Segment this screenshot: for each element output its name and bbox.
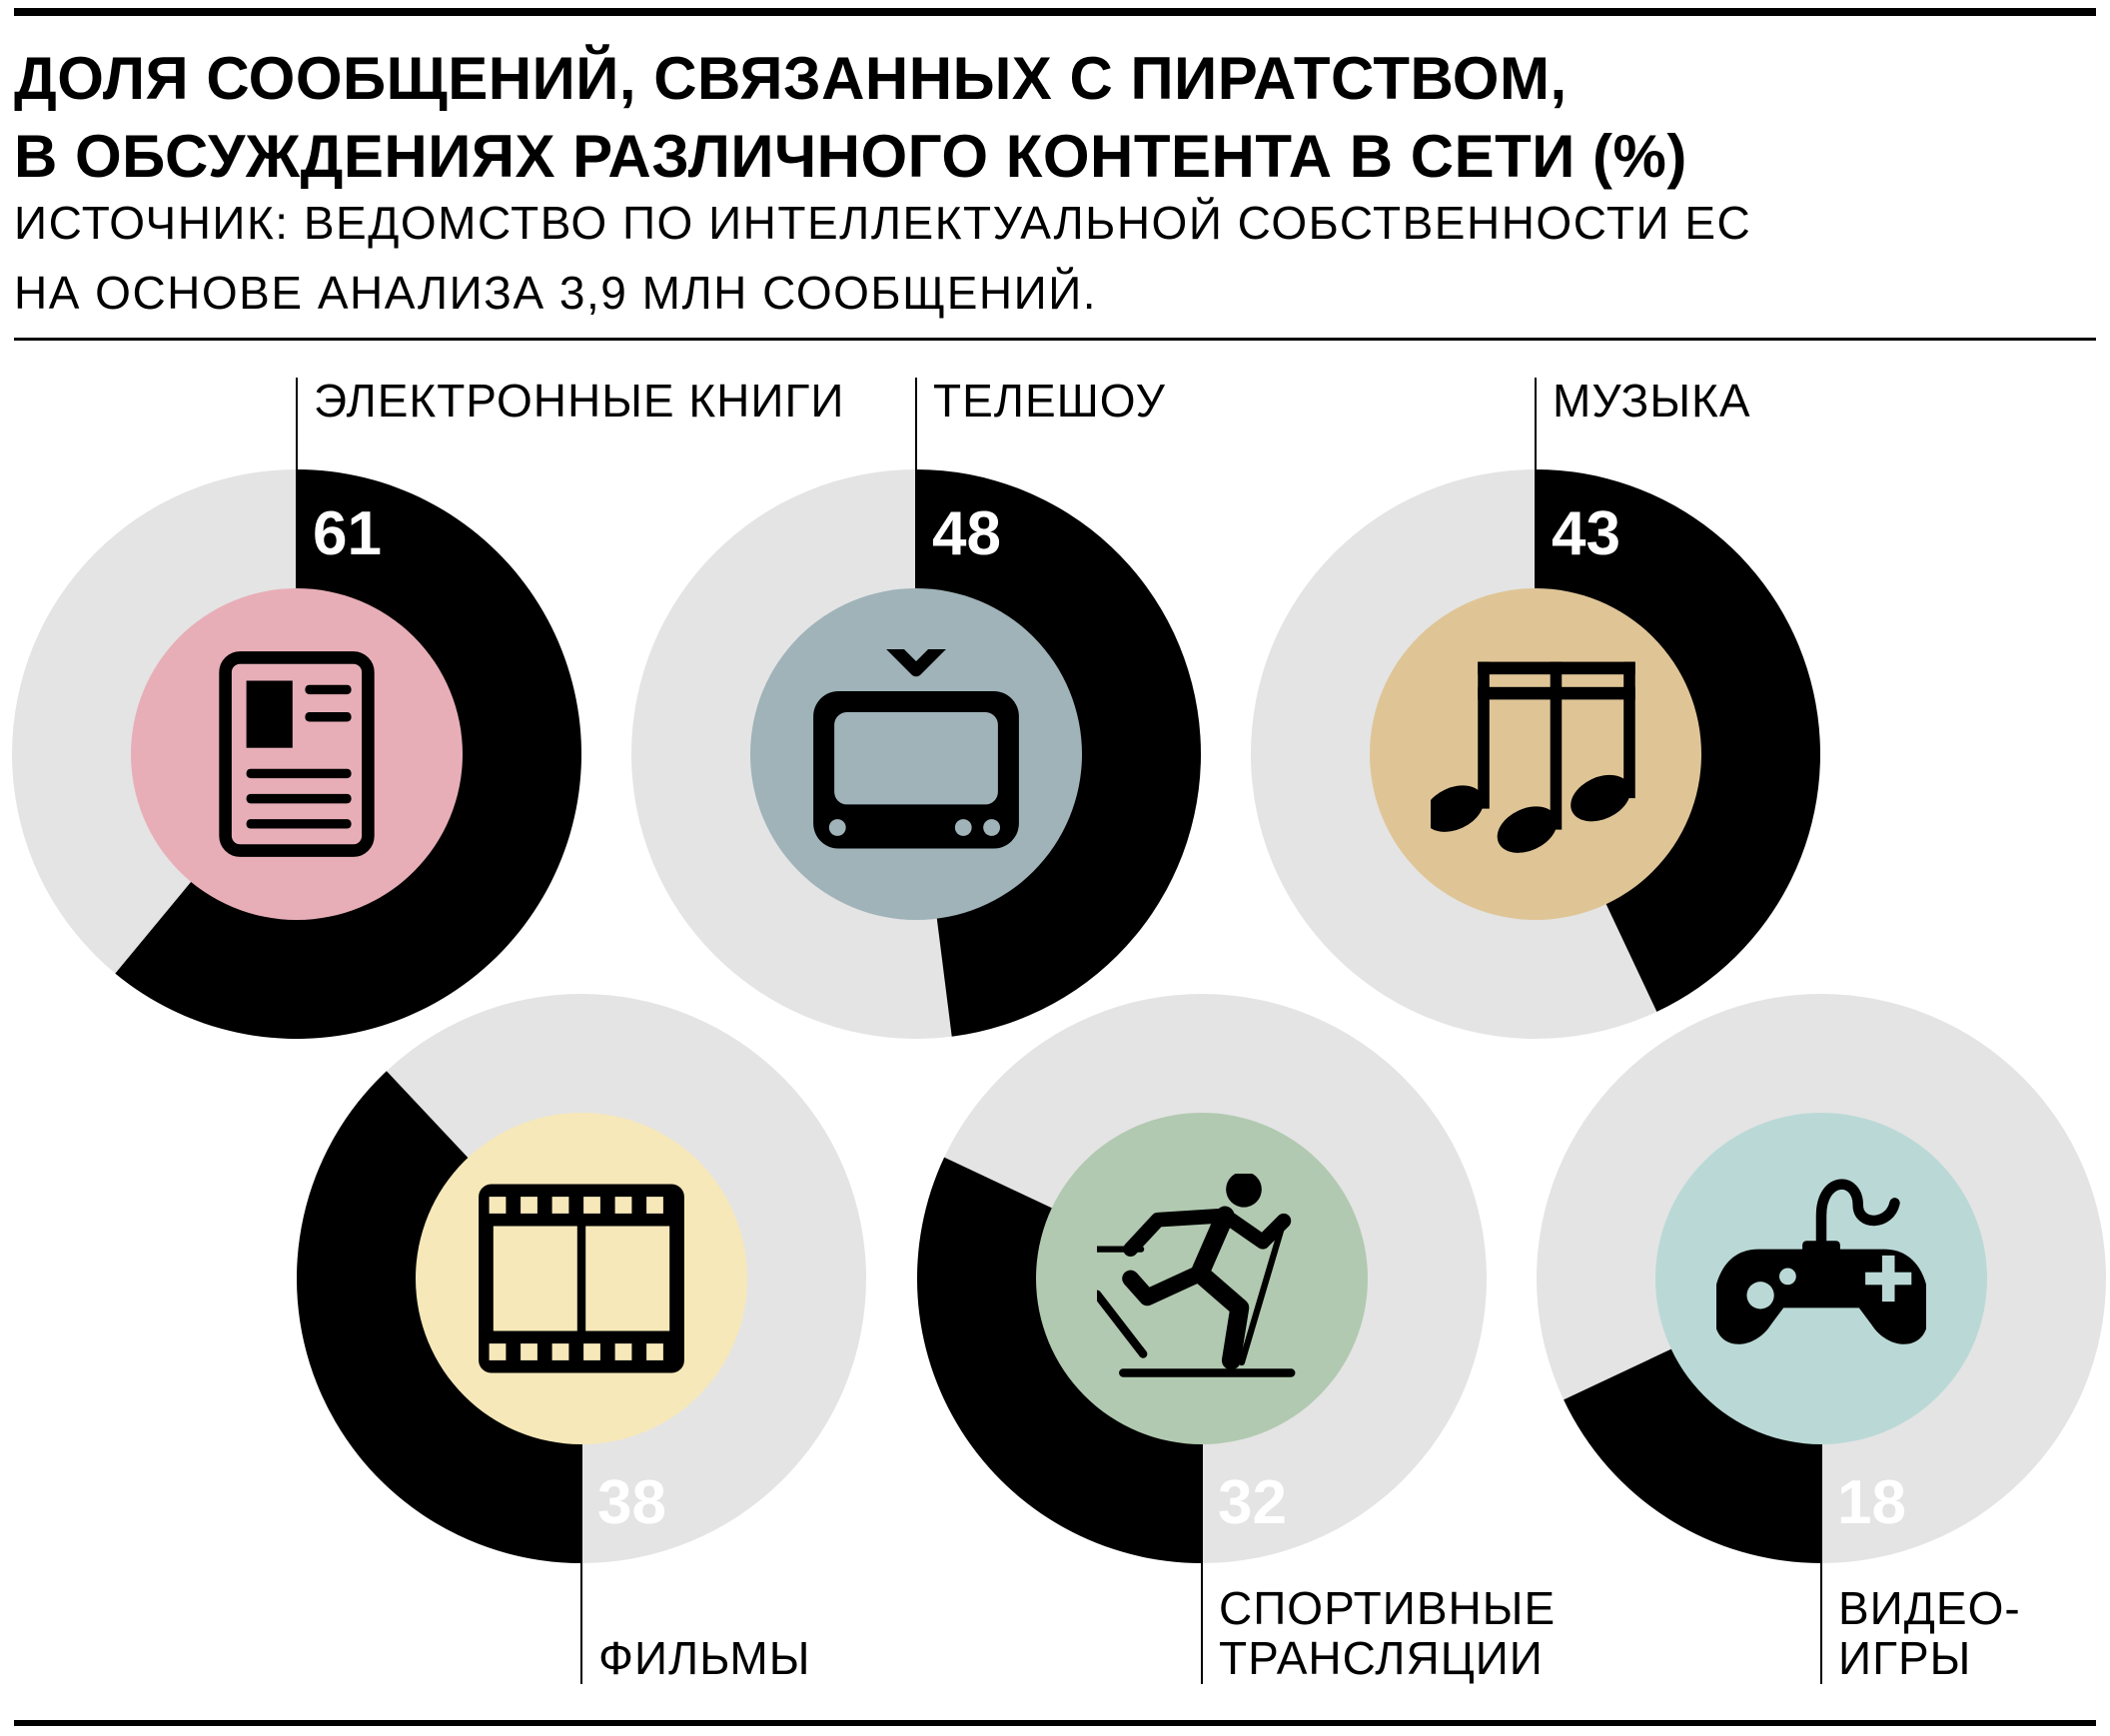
category-label-line: ФИЛЬМЫ <box>598 1632 810 1684</box>
donut-6: 18 ВИДЕО-ИГРЫ <box>1537 994 2106 1684</box>
chart-title-line-1: ДОЛЯ СООБЩЕНИЙ, СВЯЗАННЫХ С ПИРАТСТВОМ, <box>14 45 1568 112</box>
category-label: ЭЛЕКТРОННЫЕ КНИГИ <box>314 375 844 427</box>
chart-title-line-2: В ОБСУЖДЕНИЯХ РАЗЛИЧНОГО КОНТЕНТА В СЕТИ… <box>14 123 1687 190</box>
category-label-line: ТРАНСЛЯЦИИ <box>1219 1632 1544 1684</box>
chart-title: ДОЛЯ СООБЩЕНИЙ, СВЯЗАННЫХ С ПИРАТСТВОМ, … <box>14 40 1687 196</box>
category-label: ФИЛЬМЫ <box>598 1632 810 1684</box>
category-label-line: ЭЛЕКТРОННЫЕ КНИГИ <box>314 375 844 427</box>
donut-value-label: 61 <box>313 499 382 568</box>
category-label-line: ТЕЛЕШОУ <box>933 375 1166 427</box>
category-label-line: ВИДЕО- <box>1838 1582 2021 1634</box>
category-label: МУЗЫКА <box>1553 375 1751 427</box>
donut-value-label: 38 <box>597 1468 666 1537</box>
category-label: СПОРТИВНЫЕ ТРАНСЛЯЦИИ <box>1219 1582 1556 1684</box>
category-label: ВИДЕО-ИГРЫ <box>1838 1582 2021 1684</box>
donut-value-label: 18 <box>1837 1468 1906 1537</box>
category-label: ТЕЛЕШОУ <box>933 375 1166 427</box>
donut-1: 61 ЭЛЕКТРОННЫЕ КНИГИ <box>12 375 844 1040</box>
header-divider <box>14 338 2096 341</box>
donut-2: 48 ТЕЛЕШОУ <box>631 375 1202 1039</box>
film-icon <box>479 1184 684 1373</box>
donut-4: 38 ФИЛЬМЫ <box>296 994 866 1684</box>
donut-value-label: 32 <box>1218 1468 1287 1537</box>
bottom-rule <box>14 1720 2096 1726</box>
top-rule <box>14 8 2096 16</box>
donut-value-label: 43 <box>1552 499 1620 568</box>
chart-subtitle-line-2: НА ОСНОВЕ АНАЛИЗА 3,9 МЛН СООБЩЕНИЙ. <box>14 267 1098 319</box>
donut-value-label: 48 <box>932 499 1001 568</box>
donut-inner-circle <box>1370 588 1701 920</box>
category-label-line: ИГРЫ <box>1838 1632 1971 1684</box>
chart-subtitle-line-1: ИСТОЧНИК: ВЕДОМСТВО ПО ИНТЕЛЛЕКТУАЛЬНОЙ … <box>14 197 1752 249</box>
category-label-line: СПОРТИВНЫЕ <box>1219 1582 1556 1634</box>
donut-inner-circle <box>131 588 463 920</box>
donut-3: 43 МУЗЫКА <box>1251 375 1821 1039</box>
category-label-line: МУЗЫКА <box>1553 375 1751 427</box>
donut-5: 32 СПОРТИВНЫЕ ТРАНСЛЯЦИИ <box>917 994 1556 1684</box>
chart-subtitle: ИСТОЧНИК: ВЕДОМСТВО ПО ИНТЕЛЛЕКТУАЛЬНОЙ … <box>14 188 1751 328</box>
